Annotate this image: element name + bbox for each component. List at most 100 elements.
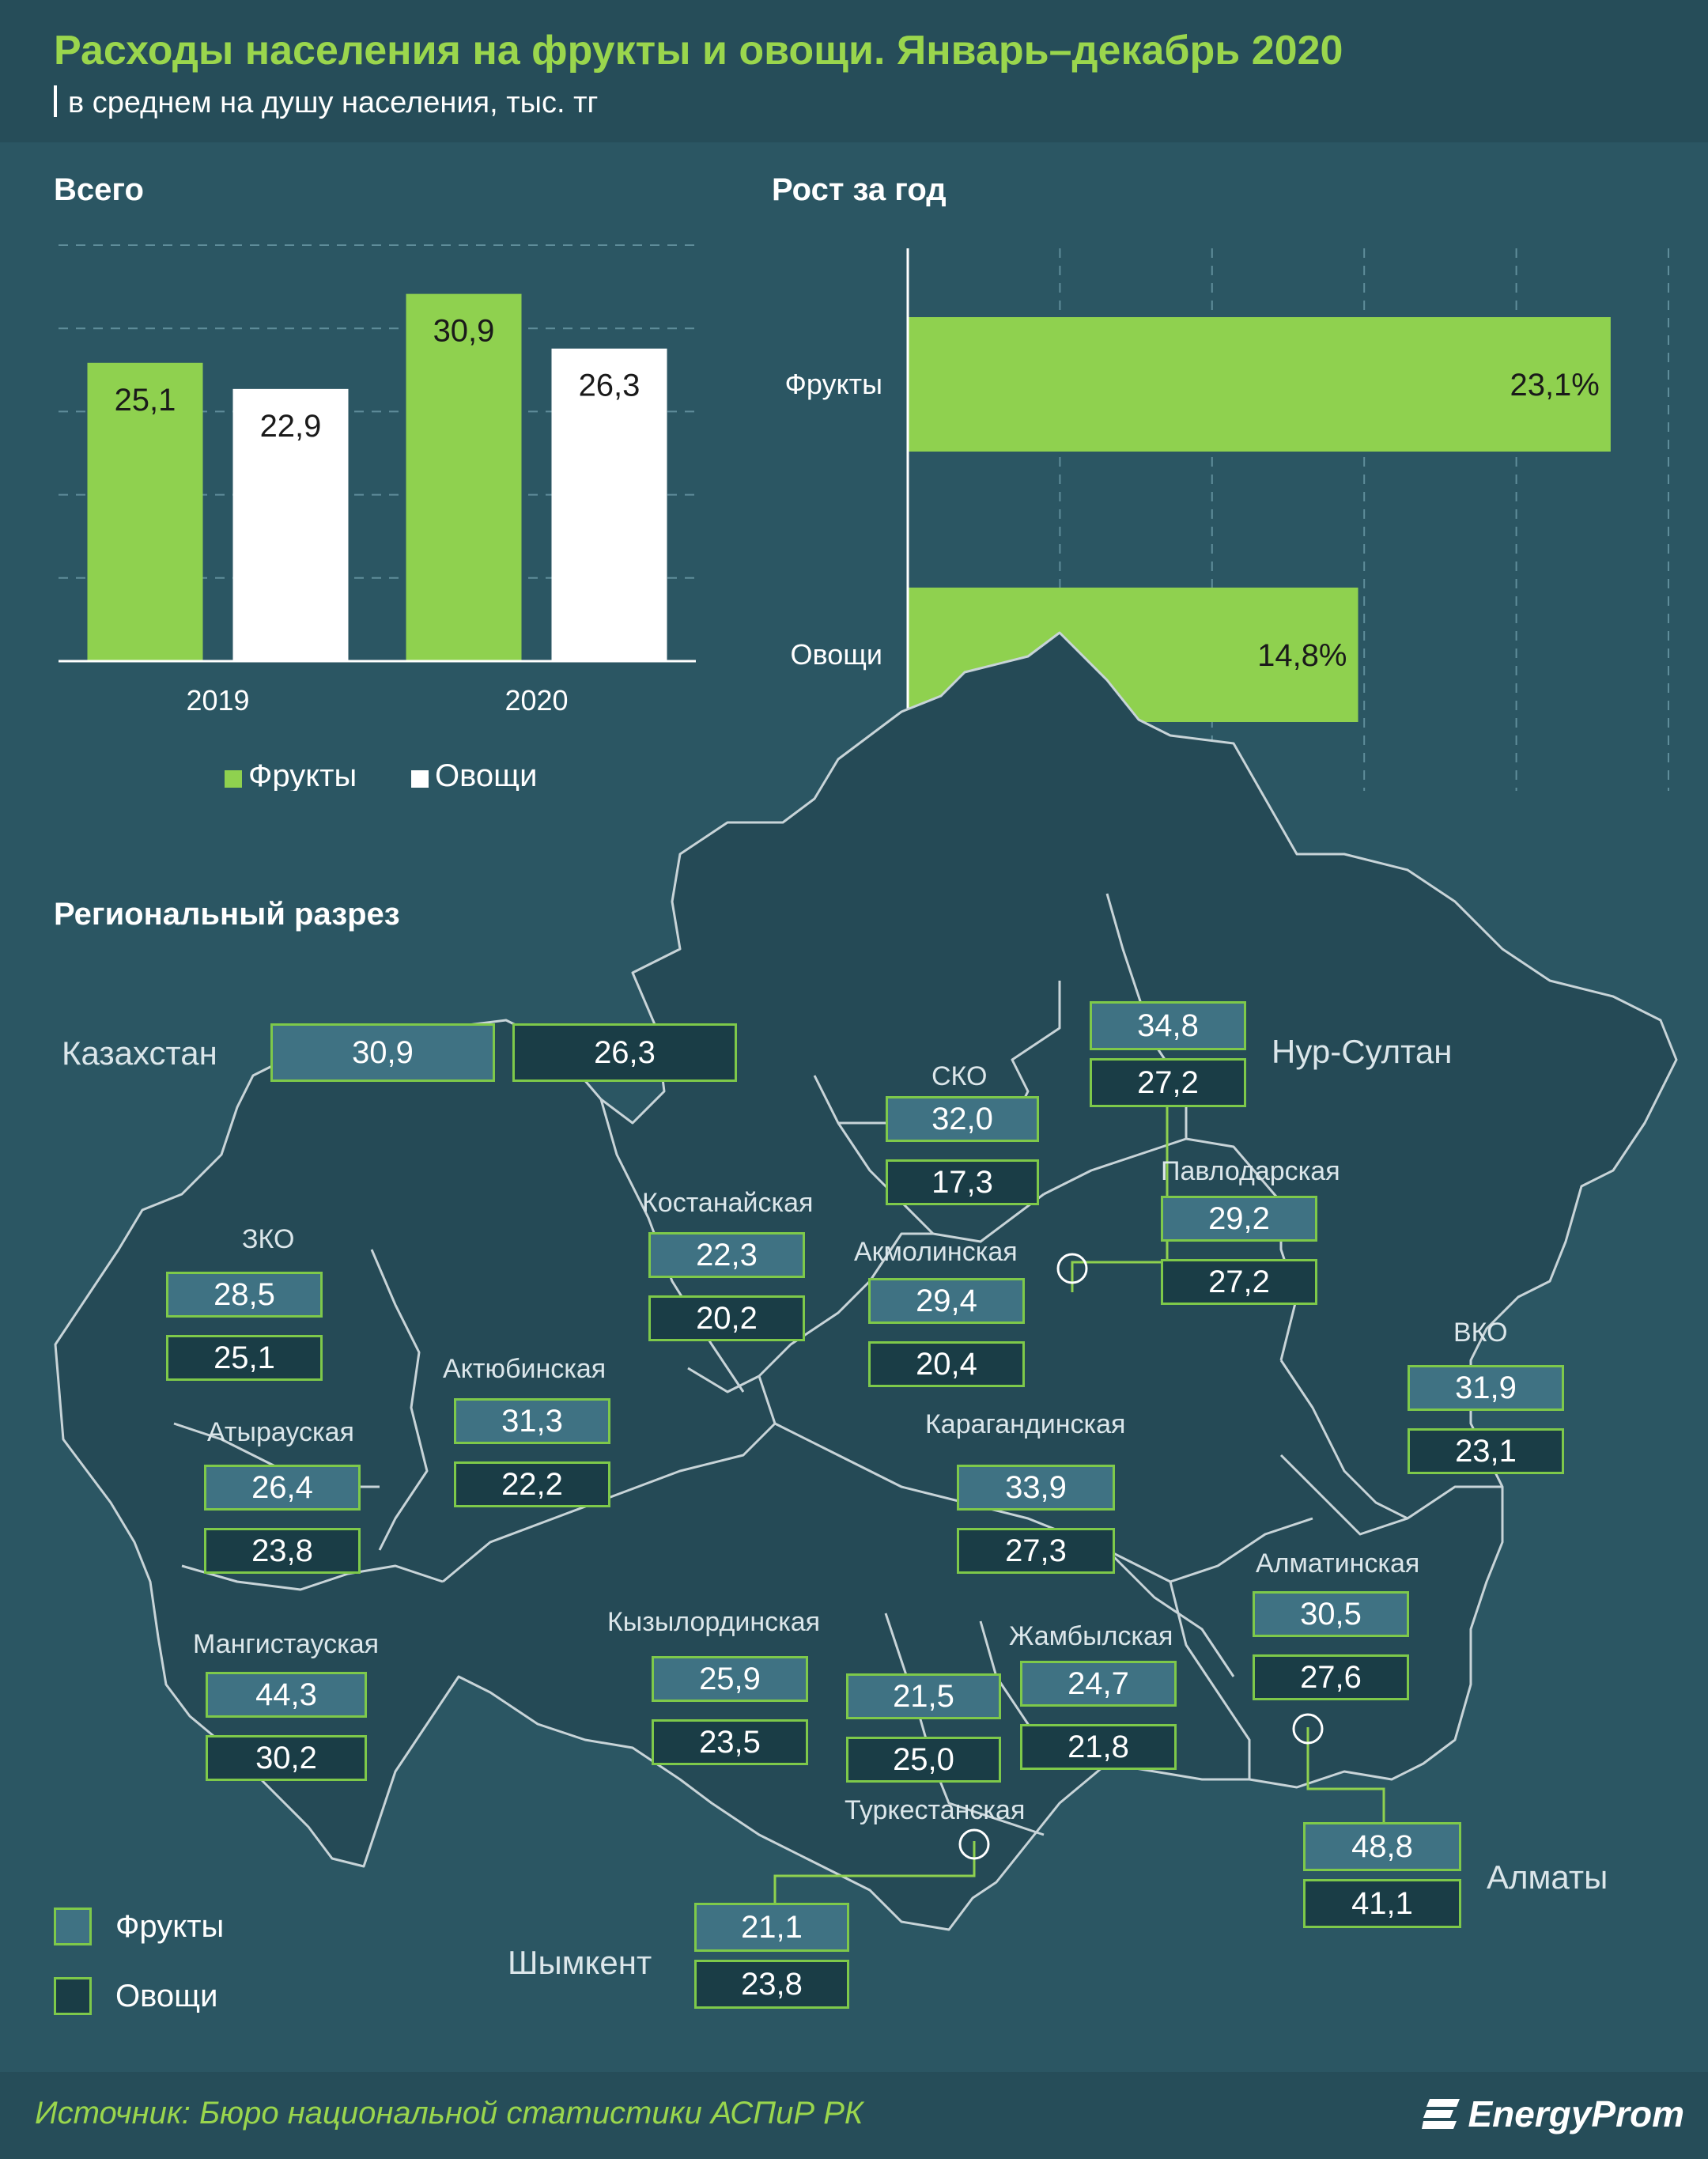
- region-name-sko: СКО: [931, 1061, 988, 1091]
- region-veg-value-nur: 27,2: [1090, 1058, 1246, 1107]
- region-veg-value-akm: 20,4: [868, 1341, 1025, 1387]
- region-veg-value-kar: 27,3: [957, 1528, 1115, 1574]
- growth-bar-Фрукты: [908, 317, 1611, 452]
- region-name-zko: ЗКО: [242, 1224, 295, 1254]
- region-name-akm: Акмолинская: [854, 1237, 1018, 1267]
- subtitle-text: в среднем на душу населения, тыс. тг: [68, 86, 599, 119]
- section-title-growth: Рост за год: [772, 172, 947, 207]
- shymkent-marker: [958, 1828, 990, 1860]
- region-fruit-value-kos: 22,3: [648, 1232, 805, 1278]
- map-legend-veg-label: Овощи: [115, 1978, 218, 2013]
- border-aktobe-kyzylorda: [442, 1375, 777, 1583]
- bar-Овощи-2019: [232, 388, 349, 661]
- region-name-kos: Костанайская: [642, 1188, 814, 1218]
- legend-label-Овощи: Овощи: [435, 758, 537, 791]
- region-veg-value-kos: 20,2: [648, 1295, 805, 1341]
- legend-label-Фрукты: Фрукты: [248, 758, 357, 791]
- region-fruit-value-tur: 21,5: [846, 1673, 1001, 1719]
- region-fruit-value-zko: 28,5: [166, 1272, 323, 1318]
- region-fruit-value-almc: 48,8: [1303, 1822, 1461, 1871]
- section-title-total: Всего: [54, 172, 144, 207]
- page-subtitle: в среднем на душу населения, тыс. тг: [54, 85, 598, 120]
- border-zhambyl-almaty: [1169, 1581, 1251, 1779]
- bar-value-label: 30,9: [433, 314, 495, 349]
- region-veg-value-akt: 22,2: [454, 1461, 610, 1507]
- region-name-almc: Алматы: [1487, 1858, 1608, 1896]
- region-fruit-value-akm: 29,4: [868, 1278, 1025, 1324]
- region-name-atr: Атырауская: [207, 1417, 354, 1447]
- region-name-man: Мангистауская: [193, 1629, 380, 1659]
- x-tick-label: 2019: [186, 684, 249, 717]
- region-name-vko: ВКО: [1453, 1318, 1508, 1348]
- region-name-kyz: Кызылординская: [607, 1607, 821, 1637]
- map-legend-veg: Овощи: [54, 1974, 217, 2018]
- region-fruit-value-atr: 26,4: [204, 1465, 361, 1511]
- region-fruit-value-sko: 32,0: [886, 1096, 1039, 1142]
- leader-nur-sultan: [1071, 1087, 1169, 1292]
- region-name-alm: Алматинская: [1256, 1548, 1420, 1579]
- region-veg-value-pav: 27,2: [1161, 1259, 1317, 1305]
- region-fruit-value-kar: 33,9: [957, 1465, 1115, 1511]
- subtitle-bar-mark: [54, 85, 57, 117]
- region-veg-value-sko: 17,3: [886, 1159, 1039, 1205]
- region-name-nur: Нур-Султан: [1272, 1033, 1453, 1070]
- region-fruit-value-zha: 24,7: [1020, 1661, 1177, 1707]
- map-legend-veg-swatch: [54, 1977, 92, 2015]
- region-veg-value-man: 30,2: [206, 1735, 367, 1781]
- brand-logo: EnergyProm: [1422, 2086, 1684, 2142]
- section-title-regional: Региональный разрез: [54, 897, 400, 932]
- growth-category-label: Овощи: [791, 638, 882, 671]
- map-legend-fruit-label: Фрукты: [115, 1908, 225, 1944]
- region-veg-value-zko: 25,1: [166, 1335, 323, 1381]
- border-karaganda-vko: [1279, 1359, 1408, 1520]
- region-fruit-value-vko: 31,9: [1408, 1365, 1564, 1411]
- growth-category-label: Фрукты: [784, 368, 882, 400]
- header-band: [0, 0, 1708, 142]
- region-name-kar: Карагандинская: [925, 1409, 1126, 1439]
- region-fruit-value-alm: 30,5: [1253, 1591, 1409, 1637]
- region-veg-value-shy: 23,8: [694, 1960, 849, 2009]
- country-veg-value: 26,3: [512, 1023, 737, 1082]
- region-veg-value-alm: 27,6: [1253, 1654, 1409, 1700]
- country-label: Казахстан: [62, 1034, 217, 1072]
- page-title: Расходы населения на фрукты и овощи. Янв…: [54, 28, 1343, 74]
- region-fruit-value-shy: 21,1: [694, 1903, 849, 1952]
- region-veg-value-kyz: 23,5: [652, 1719, 808, 1765]
- leader-almaty-city: [1306, 1727, 1385, 1822]
- region-fruit-value-nur: 34,8: [1090, 1001, 1246, 1050]
- region-fruit-value-akt: 31,3: [454, 1398, 610, 1444]
- legend-swatch-Овощи: [411, 770, 429, 788]
- country-fruit-value: 30,9: [270, 1023, 495, 1082]
- region-fruit-value-pav: 29,2: [1161, 1196, 1317, 1242]
- growth-value-label: 23,1%: [1510, 368, 1599, 403]
- region-name-zha: Жамбылская: [1009, 1621, 1173, 1651]
- region-veg-value-zha: 21,8: [1020, 1724, 1177, 1770]
- bar-Фрукты-2020: [406, 293, 522, 661]
- border-zko-aktobe: [370, 1249, 429, 1551]
- region-veg-value-vko: 23,1: [1408, 1428, 1564, 1474]
- region-veg-value-tur: 25,0: [846, 1737, 1001, 1783]
- region-name-tur: Туркестанская: [845, 1795, 1026, 1825]
- map-legend-fruit-swatch: [54, 1908, 92, 1945]
- chart-growth: 23,1% Фрукты 14,8% Овощи: [784, 248, 1669, 791]
- region-name-pav: Павлодарская: [1161, 1156, 1340, 1186]
- legend-swatch-Фрукты: [225, 770, 242, 788]
- region-name-shy: Шымкент: [508, 1944, 652, 1981]
- chart-total: 25,1 22,9 2019 30,9 26,3 2020 Фрукты Овощи: [59, 244, 696, 791]
- map-legend-fruit: Фрукты: [54, 1904, 224, 1949]
- region-name-akt: Актюбинская: [443, 1354, 606, 1384]
- border-vko-almaty: [1279, 1454, 1502, 1536]
- border-atyrau-mangistau: [181, 1564, 444, 1591]
- footer-band: [0, 2072, 1708, 2159]
- growth-value-label: 14,8%: [1257, 638, 1347, 673]
- bar-Фрукты-2019: [87, 362, 203, 661]
- logo-mark-icon: [1422, 2099, 1460, 2129]
- bar-Овощи-2020: [551, 348, 667, 661]
- logo-text: EnergyProm: [1468, 2093, 1684, 2134]
- x-tick-label: 2020: [504, 684, 568, 717]
- bar-value-label: 26,3: [579, 369, 640, 403]
- region-veg-value-atr: 23,8: [204, 1528, 361, 1574]
- border-kostanay-akmola: [813, 1075, 935, 1235]
- nur-sultan-marker: [1056, 1253, 1088, 1284]
- bar-value-label: 22,9: [260, 409, 322, 444]
